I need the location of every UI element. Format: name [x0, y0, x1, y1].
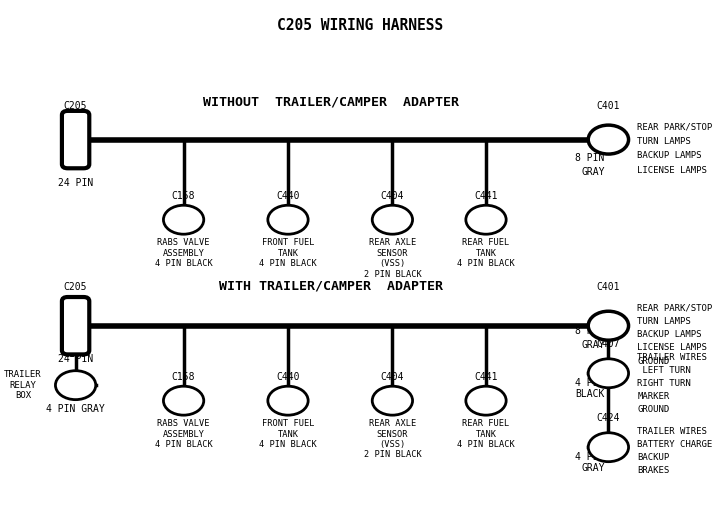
Text: WITHOUT  TRAILER/CAMPER  ADAPTER: WITHOUT TRAILER/CAMPER ADAPTER: [203, 96, 459, 109]
Text: TRAILER WIRES: TRAILER WIRES: [637, 427, 707, 436]
Circle shape: [372, 205, 413, 234]
Text: C158: C158: [172, 372, 195, 382]
Circle shape: [372, 386, 413, 415]
Text: REAR AXLE
SENSOR
(VSS)
2 PIN BLACK: REAR AXLE SENSOR (VSS) 2 PIN BLACK: [364, 419, 421, 460]
Text: C158: C158: [172, 191, 195, 201]
Circle shape: [588, 359, 629, 388]
FancyBboxPatch shape: [62, 111, 89, 169]
Text: C401: C401: [597, 101, 620, 111]
Circle shape: [588, 125, 629, 154]
Text: C205: C205: [64, 101, 87, 111]
Text: C440: C440: [276, 191, 300, 201]
Text: RIGHT TURN: RIGHT TURN: [637, 379, 691, 388]
Text: 8 PIN: 8 PIN: [575, 153, 605, 163]
Text: C424: C424: [597, 413, 620, 423]
Circle shape: [466, 386, 506, 415]
Text: MARKER: MARKER: [637, 392, 670, 401]
Text: C407: C407: [597, 339, 620, 349]
Text: BACKUP: BACKUP: [637, 453, 670, 462]
Text: 4 PIN: 4 PIN: [575, 451, 605, 462]
Text: C149: C149: [64, 349, 87, 359]
Text: 4 PIN GRAY: 4 PIN GRAY: [46, 404, 105, 414]
Text: LEFT TURN: LEFT TURN: [637, 366, 691, 375]
Text: RABS VALVE
ASSEMBLY
4 PIN BLACK: RABS VALVE ASSEMBLY 4 PIN BLACK: [155, 419, 212, 449]
Text: FRONT FUEL
TANK
4 PIN BLACK: FRONT FUEL TANK 4 PIN BLACK: [259, 238, 317, 268]
Text: C404: C404: [381, 191, 404, 201]
Text: REAR FUEL
TANK
4 PIN BLACK: REAR FUEL TANK 4 PIN BLACK: [457, 419, 515, 449]
Circle shape: [268, 386, 308, 415]
Text: BLACK: BLACK: [575, 389, 605, 399]
Text: TRAILER
RELAY
BOX: TRAILER RELAY BOX: [4, 370, 42, 400]
Circle shape: [466, 205, 506, 234]
Circle shape: [588, 433, 629, 462]
Text: TRAILER WIRES: TRAILER WIRES: [637, 353, 707, 362]
Text: GROUND: GROUND: [637, 405, 670, 414]
Text: C441: C441: [474, 372, 498, 382]
Circle shape: [268, 205, 308, 234]
Text: BACKUP LAMPS: BACKUP LAMPS: [637, 151, 702, 160]
Circle shape: [163, 205, 204, 234]
Text: BACKUP LAMPS: BACKUP LAMPS: [637, 330, 702, 339]
Text: REAR PARK/STOP: REAR PARK/STOP: [637, 122, 713, 131]
Circle shape: [55, 371, 96, 400]
Text: LICENSE LAMPS: LICENSE LAMPS: [637, 165, 707, 175]
Text: GRAY: GRAY: [581, 463, 605, 473]
Text: REAR FUEL
TANK
4 PIN BLACK: REAR FUEL TANK 4 PIN BLACK: [457, 238, 515, 268]
Text: TURN LAMPS: TURN LAMPS: [637, 136, 691, 146]
Text: REAR AXLE
SENSOR
(VSS)
2 PIN BLACK: REAR AXLE SENSOR (VSS) 2 PIN BLACK: [364, 238, 421, 279]
Text: C404: C404: [381, 372, 404, 382]
Text: 8 PIN: 8 PIN: [575, 326, 605, 336]
Text: GROUND: GROUND: [637, 357, 670, 366]
Text: 24 PIN: 24 PIN: [58, 354, 93, 364]
Text: C401: C401: [597, 282, 620, 292]
Text: 24 PIN: 24 PIN: [58, 178, 93, 188]
Text: C205: C205: [64, 282, 87, 292]
Text: BRAKES: BRAKES: [637, 466, 670, 475]
Text: 4 PIN: 4 PIN: [575, 377, 605, 388]
Text: GRAY: GRAY: [581, 340, 605, 351]
Text: C441: C441: [474, 191, 498, 201]
Circle shape: [588, 311, 629, 340]
Text: BATTERY CHARGE: BATTERY CHARGE: [637, 440, 713, 449]
FancyBboxPatch shape: [62, 297, 89, 355]
Text: LICENSE LAMPS: LICENSE LAMPS: [637, 343, 707, 353]
Text: RABS VALVE
ASSEMBLY
4 PIN BLACK: RABS VALVE ASSEMBLY 4 PIN BLACK: [155, 238, 212, 268]
Text: GRAY: GRAY: [581, 167, 605, 177]
Text: TURN LAMPS: TURN LAMPS: [637, 316, 691, 326]
Text: FRONT FUEL
TANK
4 PIN BLACK: FRONT FUEL TANK 4 PIN BLACK: [259, 419, 317, 449]
Text: REAR PARK/STOP: REAR PARK/STOP: [637, 303, 713, 312]
Text: WITH TRAILER/CAMPER  ADAPTER: WITH TRAILER/CAMPER ADAPTER: [219, 279, 444, 292]
Text: C205 WIRING HARNESS: C205 WIRING HARNESS: [277, 18, 443, 33]
Text: C440: C440: [276, 372, 300, 382]
Circle shape: [163, 386, 204, 415]
